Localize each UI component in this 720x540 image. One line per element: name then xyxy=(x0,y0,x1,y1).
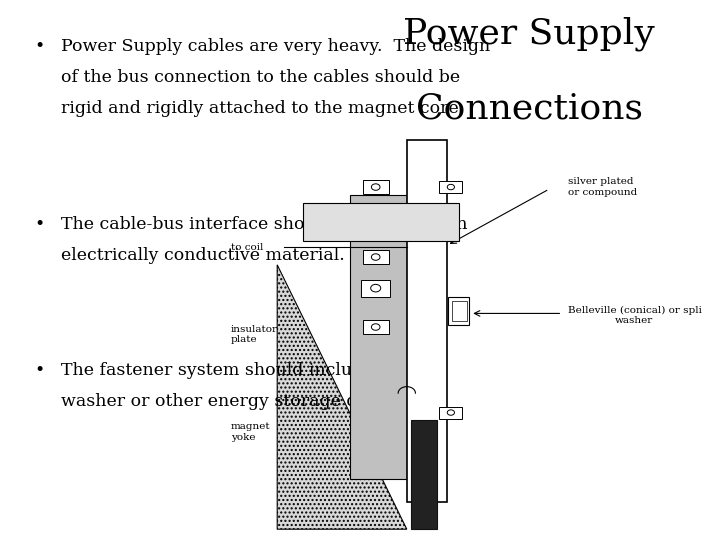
Polygon shape xyxy=(277,265,407,529)
Text: to coil: to coil xyxy=(230,243,263,252)
Text: silver plated
or compound: silver plated or compound xyxy=(567,177,636,197)
Circle shape xyxy=(447,410,454,415)
Text: Belleville (conical) or spli
washer: Belleville (conical) or spli washer xyxy=(567,306,701,325)
Text: Power Supply: Power Supply xyxy=(403,16,655,51)
Text: Connections: Connections xyxy=(415,92,643,126)
Circle shape xyxy=(372,184,380,190)
Bar xyxy=(452,301,467,321)
Circle shape xyxy=(372,324,380,330)
Bar xyxy=(361,280,390,297)
Circle shape xyxy=(372,254,380,260)
Bar xyxy=(410,420,436,529)
Bar xyxy=(439,181,462,193)
Text: rigid and rigidly attached to the magnet core.: rigid and rigidly attached to the magnet… xyxy=(61,100,464,117)
Bar xyxy=(439,407,462,418)
Circle shape xyxy=(447,184,454,190)
Bar xyxy=(363,320,389,334)
Text: •: • xyxy=(35,216,45,233)
Bar xyxy=(363,250,389,264)
Text: The fastener system should include a split: The fastener system should include a spl… xyxy=(61,362,433,379)
Bar xyxy=(363,180,389,194)
Circle shape xyxy=(371,285,381,292)
Text: •: • xyxy=(35,362,45,379)
Text: •: • xyxy=(35,38,45,55)
Bar xyxy=(303,202,459,241)
Bar xyxy=(407,140,447,502)
Text: of the bus connection to the cables should be: of the bus connection to the cables shou… xyxy=(61,69,460,86)
Text: Power Supply cables are very heavy.  The design: Power Supply cables are very heavy. The … xyxy=(61,38,490,55)
Bar xyxy=(350,195,407,478)
Text: insulator
plate: insulator plate xyxy=(230,325,277,345)
Text: electrically conductive material.: electrically conductive material. xyxy=(61,247,345,264)
Text: The cable-bus interface should be coated with: The cable-bus interface should be coated… xyxy=(61,216,468,233)
Bar xyxy=(449,297,469,325)
Text: washer or other energy storage device.: washer or other energy storage device. xyxy=(61,393,409,410)
Text: magnet
yoke: magnet yoke xyxy=(230,422,270,442)
